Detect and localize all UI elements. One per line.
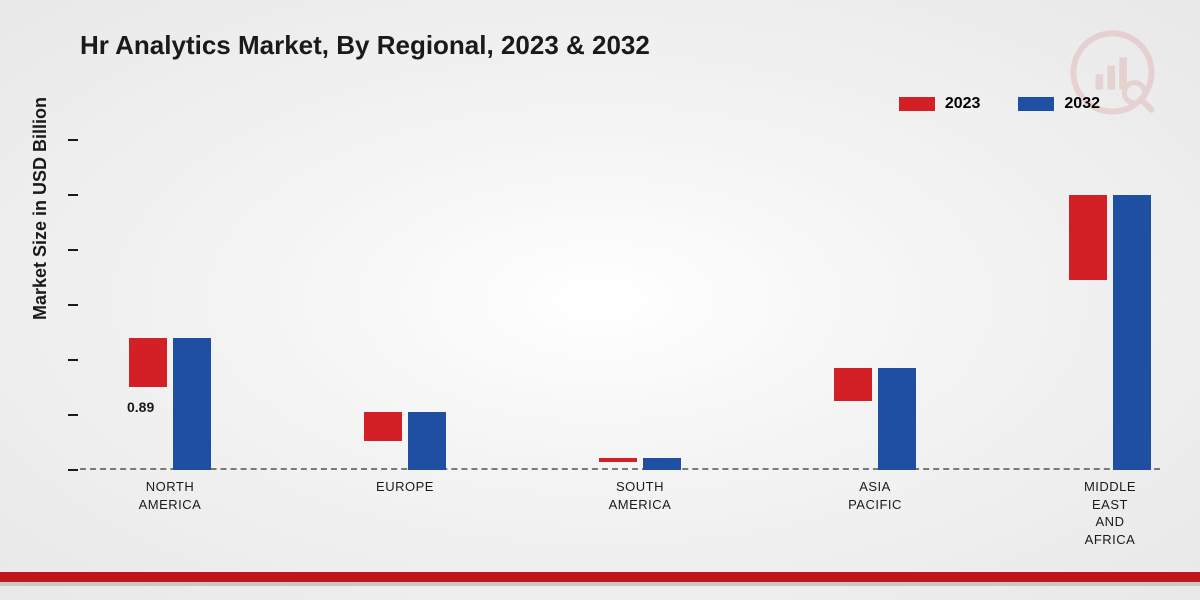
legend: 2023 2032 [899, 95, 1100, 113]
bar-2023-eu [364, 412, 402, 441]
y-tick [68, 359, 78, 361]
x-label-eu: EUROPE [335, 478, 475, 496]
chart-title: Hr Analytics Market, By Regional, 2023 &… [80, 30, 650, 61]
legend-swatch-2023 [899, 97, 935, 111]
bar-2023-na [129, 338, 167, 387]
y-tick [68, 414, 78, 416]
bar-2032-mea [1113, 195, 1151, 470]
chart-canvas: Hr Analytics Market, By Regional, 2023 &… [0, 0, 1200, 600]
y-axis-label: Market Size in USD Billion [30, 97, 51, 320]
footer-bar-shadow [0, 582, 1200, 586]
legend-item-2032: 2032 [1018, 95, 1100, 113]
legend-label-2023: 2023 [945, 95, 981, 113]
x-label-na: NORTHAMERICA [100, 478, 240, 513]
x-label-mea: MIDDLEEASTANDAFRICA [1040, 478, 1180, 548]
bar-2032-apac [878, 368, 916, 470]
y-tick [68, 139, 78, 141]
bar-group-mea [1050, 195, 1170, 470]
plot-area: 0.89 [80, 140, 1160, 470]
footer-bar [0, 572, 1200, 582]
y-tick [68, 469, 78, 471]
legend-swatch-2032 [1018, 97, 1054, 111]
bar-group-sa [580, 458, 700, 470]
legend-item-2023: 2023 [899, 95, 981, 113]
bar-2023-mea [1069, 195, 1107, 280]
y-axis-ticks [68, 140, 70, 470]
x-axis-labels: NORTHAMERICA EUROPE SOUTHAMERICA ASIAPACIFI… [80, 478, 1160, 558]
bar-2023-apac [834, 368, 872, 401]
bar-2032-eu [408, 412, 446, 470]
bar-2023-sa [599, 458, 637, 462]
bar-2032-na [173, 338, 211, 470]
bar-group-eu [345, 412, 465, 470]
x-label-sa: SOUTHAMERICA [570, 478, 710, 513]
bar-2032-sa [643, 458, 681, 470]
y-tick [68, 249, 78, 251]
bar-group-apac [815, 368, 935, 470]
y-tick [68, 194, 78, 196]
value-label: 0.89 [127, 399, 154, 415]
y-tick [68, 304, 78, 306]
x-label-apac: ASIAPACIFIC [805, 478, 945, 513]
legend-label-2032: 2032 [1064, 95, 1100, 113]
